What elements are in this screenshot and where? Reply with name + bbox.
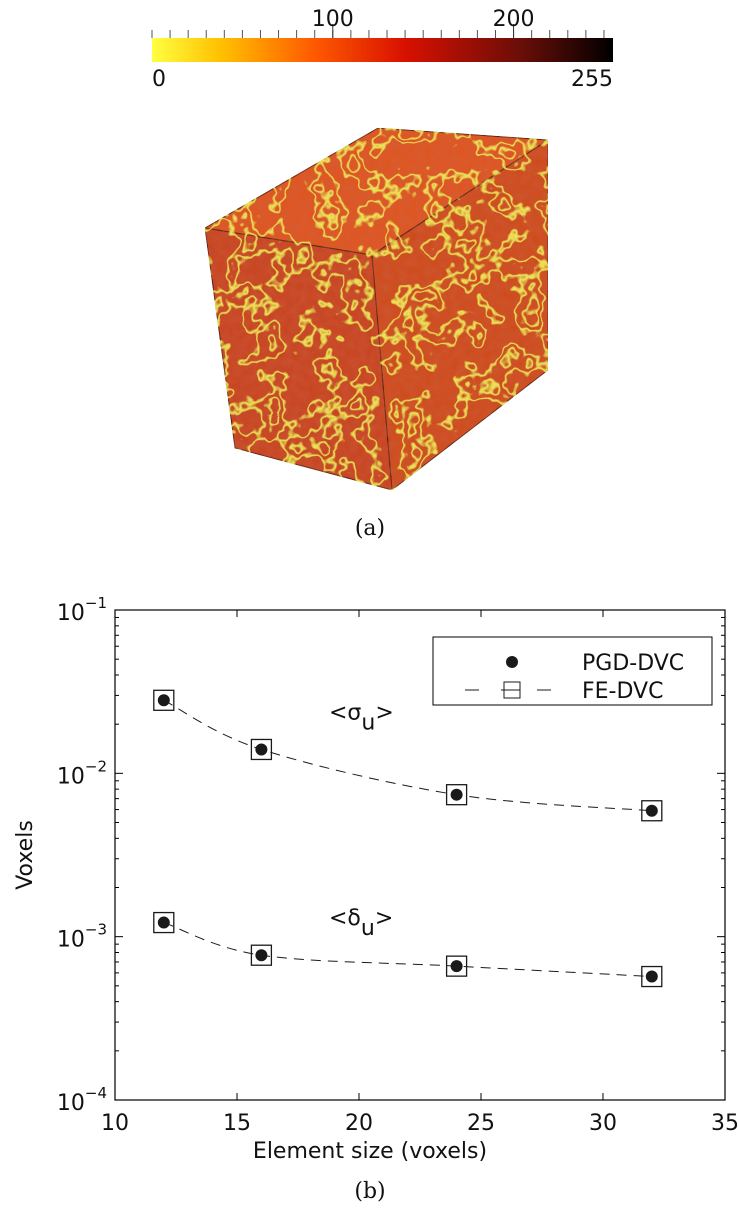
square-marker: [641, 965, 663, 988]
y-tick-exponent: −2: [85, 757, 107, 775]
circle-marker: [157, 694, 170, 707]
annotation-suffix: >: [375, 906, 393, 931]
y-tick-label: 10−4: [57, 1084, 107, 1116]
y-tick-label: 10−1: [57, 594, 107, 626]
annotation-subscript: u: [361, 916, 375, 941]
y-tick-exponent: −1: [85, 594, 107, 612]
annotation: <δu>: [329, 906, 393, 941]
dashed-fit-line: [163, 922, 652, 978]
circle-marker: [645, 970, 658, 983]
x-tick-label: 15: [223, 1111, 251, 1136]
colorbar-tick-label: 100: [312, 7, 354, 32]
square-marker: [250, 944, 273, 966]
y-tick-base: 10: [57, 1091, 85, 1116]
colorbar: [152, 38, 613, 62]
volume: [203, 127, 550, 491]
caption-b: (b): [354, 1179, 385, 1204]
legend-label: FE-DVC: [582, 679, 663, 704]
circle-marker: [645, 804, 658, 817]
square-marker: [641, 800, 663, 822]
y-tick-exponent: −4: [85, 1084, 107, 1102]
square-marker: [250, 738, 273, 761]
volume-front: [204, 227, 393, 491]
colorbar-max-label: 255: [571, 67, 613, 92]
circle-marker: [255, 743, 268, 756]
colorbar-min-label: 0: [152, 67, 166, 92]
dashed-fit-line: [163, 699, 652, 812]
circle-marker: [255, 949, 268, 962]
circle-marker: [450, 960, 463, 973]
legend-circle: [506, 656, 518, 668]
x-tick-label: 25: [467, 1111, 495, 1136]
annotation-text: <δ: [329, 906, 361, 931]
y-tick-exponent: −3: [85, 921, 107, 939]
annotation-subscript: u: [361, 710, 375, 735]
y-tick-label: 10−2: [57, 757, 107, 789]
colorbar-tick-label: 200: [493, 7, 535, 32]
annotation-suffix: >: [375, 700, 393, 725]
volume-side: [371, 139, 549, 491]
y-tick-base: 10: [57, 601, 85, 626]
x-tick-label: 20: [345, 1111, 373, 1136]
y-tick-base: 10: [57, 764, 85, 789]
annotation-text: <σ: [329, 700, 361, 725]
legend-label: PGD-DVC: [582, 651, 684, 676]
annotation: <σu>: [329, 700, 394, 735]
x-tick-label: 30: [589, 1111, 617, 1136]
caption-a: (a): [355, 516, 385, 541]
circle-marker: [450, 788, 463, 801]
legend: [432, 636, 713, 706]
y-tick-base: 10: [57, 928, 85, 953]
square-marker: [445, 955, 468, 977]
circle-marker: [157, 916, 170, 929]
plot-frame: [114, 609, 726, 1101]
square-marker: [153, 911, 175, 934]
x-tick-label: 35: [711, 1111, 739, 1136]
y-tick-label: 10−3: [57, 921, 107, 953]
square-marker: [445, 784, 468, 806]
x-tick-label: 10: [101, 1111, 129, 1136]
square-marker: [153, 689, 175, 711]
y-axis-label: Voxels: [13, 820, 38, 890]
x-axis-label: Element size (voxels): [253, 1139, 487, 1164]
